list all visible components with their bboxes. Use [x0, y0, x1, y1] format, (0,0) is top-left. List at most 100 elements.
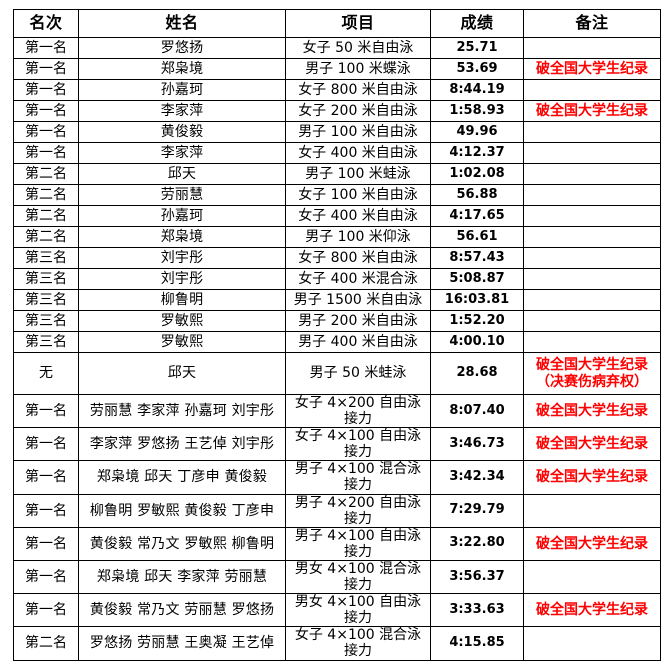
- cell-rank: 第一名: [13, 559, 79, 595]
- cell-name: 劳丽慧 李家萍 孙嘉珂 刘宇彤: [78, 393, 286, 429]
- cell-time: 8:57.43: [430, 247, 524, 269]
- table-row: 第一名 黄俊毅 常乃文 罗敏熙 柳鲁明 男子 4×100 自由泳接力 3:22.80 破…: [13, 526, 661, 561]
- cell-name: 李家萍: [78, 142, 286, 164]
- table-row: 第三名 罗敏熙 男子 200 米自由泳 1:52.20: [13, 310, 661, 332]
- table-row: 第三名 罗敏熙 男子 400 米自由泳 4:00.10: [13, 331, 661, 353]
- cell-rank: 第一名: [13, 526, 79, 561]
- table-row: 第一名 柳鲁明 罗敏熙 黄俊毅 丁彦申 男子 4×200 自由泳接力 7:29.79: [13, 493, 661, 528]
- table-header: 名次 姓名 项目 成绩 备注: [13, 9, 661, 38]
- cell-note: 破全国大学生纪录: [523, 100, 661, 122]
- cell-name: 刘宇彤: [78, 247, 286, 269]
- cell-event: 男女 4×100 自由泳接力: [285, 593, 431, 628]
- cell-note: [523, 247, 661, 269]
- cell-time: 3:22.80: [430, 526, 524, 561]
- cell-note: 破全国大学生纪录: [523, 526, 661, 561]
- table-row: 无邱天 男子 50 米蛙泳 28.68 破全国大学生纪录 （决赛伤病弃权）: [13, 352, 661, 395]
- swimming-results-table: 名次 姓名 项目 成绩 备注 第一名 罗悠扬 女子 50 米自由泳 25.71 第一名郑…: [13, 9, 661, 661]
- table-header-row: 名次 姓名 项目 成绩 备注: [13, 9, 661, 38]
- cell-name: 郑枭境 邱天 李家萍 劳丽慧: [78, 559, 286, 595]
- cell-note: [523, 310, 661, 332]
- cell-rank: 第一名: [13, 37, 79, 59]
- table-row: 第一名 郑枭境 邱天 丁彦申 黄俊毅 男子 4×100 混合泳接力 3:42.34 破全…: [13, 460, 661, 495]
- cell-note: [523, 184, 661, 206]
- cell-name: 罗悠扬 劳丽慧 王奥凝 王艺倬: [78, 626, 286, 661]
- cell-name: 罗敏熙: [78, 310, 286, 332]
- table-row: 第一名 黄俊毅 男子 100 米自由泳 49.96: [13, 121, 661, 143]
- table-row: 第二名 罗悠扬 劳丽慧 王奥凝 王艺倬 女子 4×100 混合泳接力 4:15.85: [13, 626, 661, 661]
- record-badge: 破全国大学生纪录: [536, 102, 648, 119]
- cell-time: 4:00.10: [430, 331, 524, 353]
- cell-note: 破全国大学生纪录 （决赛伤病弃权）: [523, 352, 661, 395]
- cell-rank: 第三名: [13, 247, 79, 269]
- cell-rank: 第一名: [13, 493, 79, 528]
- cell-event: 女子 400 米自由泳: [285, 142, 431, 164]
- cell-time: 8:44.19: [430, 79, 524, 101]
- table-row: 第一名 李家萍 女子 200 米自由泳 1:58.93 破全国大学生纪录: [13, 100, 661, 122]
- table-row: 第一名 黄俊毅 常乃文 劳丽慧 罗悠扬 男女 4×100 自由泳接力 3:33.63 破…: [13, 593, 661, 628]
- cell-note: 破全国大学生纪录: [523, 593, 661, 628]
- cell-note: [523, 37, 661, 59]
- cell-name: 李家萍 罗悠扬 王艺倬 刘宇彤: [78, 427, 286, 462]
- cell-rank: 第二名: [13, 226, 79, 248]
- cell-rank: 第二名: [13, 184, 79, 206]
- cell-time: 5:08.87: [430, 268, 524, 290]
- cell-event: 男子 4×200 自由泳接力: [285, 493, 431, 528]
- table-row: 第二名 邱天 男子 100 米蛙泳 1:02.08: [13, 163, 661, 185]
- results-table-container: 名次 姓名 项目 成绩 备注 第一名 罗悠扬 女子 50 米自由泳 25.71 第一名郑…: [13, 9, 661, 661]
- cell-event: 女子 50 米自由泳: [285, 37, 431, 59]
- cell-rank: 第一名: [13, 460, 79, 495]
- cell-rank: 第一名: [13, 100, 79, 122]
- cell-time: 4:12.37: [430, 142, 524, 164]
- table-row: 第二名 郑枭境 男子 100 米仰泳 56.61: [13, 226, 661, 248]
- cell-event: 女子 4×100 混合泳接力: [285, 626, 431, 661]
- cell-rank: 第一名: [13, 593, 79, 628]
- cell-time: 3:56.37: [430, 559, 524, 595]
- cell-name: 柳鲁明 罗敏熙 黄俊毅 丁彦申: [78, 493, 286, 528]
- cell-event: 男子 4×100 混合泳接力: [285, 460, 431, 495]
- record-badge: 破全国大学生纪录: [536, 357, 648, 374]
- cell-event: 女子 4×100 自由泳接力: [285, 427, 431, 462]
- column-header-name: 姓名: [78, 9, 286, 38]
- cell-event: 男子 200 米自由泳: [285, 310, 431, 332]
- cell-rank: 第一名: [13, 58, 79, 80]
- cell-time: 8:07.40: [430, 393, 524, 429]
- record-note-secondary: （决赛伤病弃权）: [536, 373, 648, 390]
- cell-note: [523, 205, 661, 227]
- cell-note: [523, 493, 661, 528]
- cell-rank: 第二名: [13, 626, 79, 661]
- cell-name: 郑枭境: [78, 58, 286, 80]
- cell-rank: 无: [13, 352, 79, 395]
- cell-time: 25.71: [430, 37, 524, 59]
- cell-event: 男女 4×100 混合泳接力: [285, 559, 431, 595]
- table-row: 第一名 劳丽慧 李家萍 孙嘉珂 刘宇彤 女子 4×200 自由泳接力 8:07.40 破…: [13, 393, 661, 429]
- table-row: 第一名 李家萍 女子 400 米自由泳 4:12.37: [13, 142, 661, 164]
- cell-name: 邱天: [78, 163, 286, 185]
- cell-name: 孙嘉珂: [78, 79, 286, 101]
- cell-note: [523, 226, 661, 248]
- cell-note: [523, 142, 661, 164]
- cell-event: 男子 400 米自由泳: [285, 331, 431, 353]
- column-header-time: 成绩: [430, 9, 524, 38]
- cell-note: [523, 289, 661, 311]
- cell-name: 劳丽慧: [78, 184, 286, 206]
- cell-time: 3:46.73: [430, 427, 524, 462]
- cell-note: [523, 331, 661, 353]
- cell-note: 破全国大学生纪录: [523, 393, 661, 429]
- cell-name: 黄俊毅: [78, 121, 286, 143]
- cell-event: 男子 100 米蝶泳: [285, 58, 431, 80]
- column-header-rank: 名次: [13, 9, 79, 38]
- cell-time: 3:33.63: [430, 593, 524, 628]
- cell-time: 3:42.34: [430, 460, 524, 495]
- cell-rank: 第一名: [13, 121, 79, 143]
- cell-note: [523, 79, 661, 101]
- record-badge: 破全国大学生纪录: [536, 602, 648, 619]
- table-row: 第一名 孙嘉珂 女子 800 米自由泳 8:44.19: [13, 79, 661, 101]
- cell-rank: 第三名: [13, 331, 79, 353]
- cell-name: 柳鲁明: [78, 289, 286, 311]
- cell-time: 1:02.08: [430, 163, 524, 185]
- cell-event: 女子 800 米自由泳: [285, 247, 431, 269]
- cell-rank: 第一名: [13, 79, 79, 101]
- cell-event: 女子 100 米自由泳: [285, 184, 431, 206]
- cell-event: 男子 100 米自由泳: [285, 121, 431, 143]
- cell-event: 女子 800 米自由泳: [285, 79, 431, 101]
